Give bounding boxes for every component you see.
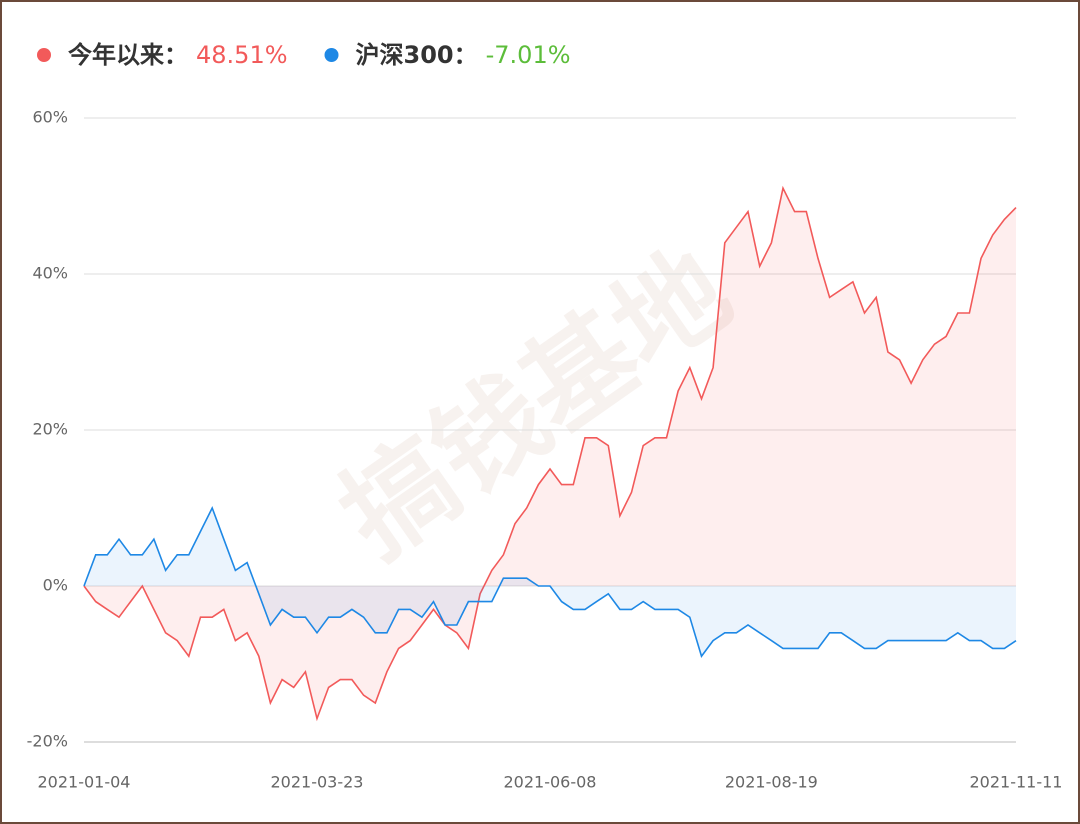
- x-tick-label: 2021-03-23: [271, 773, 364, 792]
- legend-value: -7.01%: [486, 41, 571, 69]
- area: [84, 188, 1016, 719]
- y-tick-label: 20%: [32, 420, 68, 439]
- line: [83, 185, 1017, 722]
- legend-label: 今年以来：: [68, 41, 188, 69]
- legend-marker: [37, 48, 51, 62]
- legend-label: 沪深300：: [356, 41, 478, 69]
- x-tick-label: 2021-01-04: [38, 773, 131, 792]
- x-tick-label: 2021-08-19: [725, 773, 818, 792]
- y-tick-label: 40%: [32, 264, 68, 283]
- area: [84, 508, 1016, 657]
- y-tick-label: -20%: [27, 732, 68, 751]
- legend-marker: [324, 48, 339, 62]
- x-tick-label: 2021-06-08: [504, 773, 597, 792]
- y-tick-label: 0%: [43, 576, 68, 595]
- legend-value: 48.51%: [196, 41, 288, 69]
- y-tick-label: 60%: [32, 108, 68, 127]
- line: [83, 505, 1017, 658]
- x-tick-label: 2021-11-11: [970, 773, 1063, 792]
